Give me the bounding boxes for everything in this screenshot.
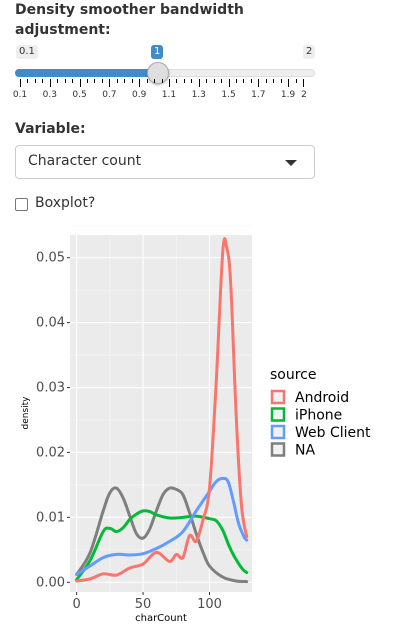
slider-major-tick (288, 79, 290, 87)
slider-minor-tick (27, 79, 29, 83)
legend-label: iPhone (295, 408, 342, 424)
slider-minor-tick (146, 79, 148, 83)
density-line-android (75, 237, 249, 583)
y-tick-label: 0.05 (36, 251, 65, 266)
slider-label: Density smoother bandwidth adjustment: (15, 2, 244, 38)
boxplot-checkbox[interactable] (15, 198, 28, 211)
x-tick-label: 100 (197, 597, 222, 612)
slider-minor-tick (250, 79, 252, 83)
density-line-iphone (75, 509, 249, 582)
legend-label: Android (295, 390, 349, 406)
slider-minor-tick (124, 79, 126, 83)
slider-minor-tick (101, 79, 103, 83)
plot-axes: 0.00 0.01 0.02 0.03 0.04 0.05 0 50 100 (36, 251, 222, 612)
slider-major-tick (49, 79, 51, 87)
y-tick-label: 0.00 (36, 575, 65, 590)
slider-tick-label: 0.9 (131, 90, 147, 100)
y-tick-label: 0.02 (36, 445, 65, 460)
slider-minor-tick (206, 79, 208, 83)
slider-tick-label: 0.3 (42, 90, 57, 100)
variable-selected-value: Character count (28, 153, 142, 169)
slider-minor-tick (176, 79, 178, 83)
slider-min-badge: 0.1 (16, 45, 38, 59)
slider-minor-tick (116, 79, 118, 83)
slider-minor-tick (265, 79, 267, 83)
slider-minor-tick (161, 79, 163, 83)
slider-tick-label: 1.7 (251, 90, 266, 100)
slider-minor-tick (295, 79, 297, 83)
slider-minor-tick (42, 79, 44, 83)
slider-tick-label: 0.7 (102, 90, 117, 100)
legend-label: Web Client (295, 425, 371, 441)
slider-tick-label: 0.1 (12, 90, 28, 100)
slider-minor-tick (94, 79, 96, 83)
slider-value-badge: 1 (151, 45, 164, 59)
x-tick-label: 0 (73, 597, 81, 612)
slider-minor-tick (87, 79, 89, 83)
slider-minor-tick (34, 79, 36, 83)
legend-title: source (270, 367, 317, 383)
slider-minor-tick (243, 79, 245, 83)
slider-tick-label: 1.5 (221, 90, 236, 100)
variable-label: Variable: (15, 121, 86, 137)
slider-minor-tick (183, 79, 185, 83)
slider-minor-tick (72, 79, 74, 83)
legend-key (270, 424, 286, 440)
density-line-web-client (75, 476, 249, 576)
legend-key (270, 442, 286, 457)
slider-major-tick (303, 79, 304, 87)
y-axis-title: density (21, 396, 31, 430)
slider-minor-tick (235, 79, 237, 83)
slider-major-tick (258, 79, 260, 87)
x-axis-title: charCount (135, 613, 187, 624)
boxplot-label[interactable]: Boxplot? (35, 195, 96, 211)
slider-tick-label: 0.5 (72, 90, 87, 100)
slider-minor-tick (280, 79, 282, 83)
slider-minor-tick (221, 79, 223, 83)
slider-minor-tick (273, 79, 275, 83)
slider-fill (15, 69, 158, 77)
slider-major-tick (139, 79, 141, 87)
slider-major-tick (228, 79, 230, 87)
density-line-na (75, 486, 249, 584)
slider-tick-label: 1.1 (161, 90, 177, 100)
legend-key (270, 389, 286, 405)
slider-major-tick (109, 79, 111, 87)
slider-minor-tick (131, 79, 133, 83)
legend-key (270, 407, 286, 422)
y-tick-label: 0.01 (36, 510, 65, 525)
slider-major-tick (198, 79, 200, 87)
slider-major-tick (168, 79, 170, 87)
chevron-down-icon (285, 160, 297, 166)
y-tick-label: 0.03 (36, 381, 65, 396)
y-tick-label: 0.04 (36, 316, 65, 331)
slider-tick-label: 2 (301, 90, 307, 100)
slider-minor-tick (57, 79, 59, 83)
slider-tick-label: 1.3 (191, 90, 206, 100)
variable-select[interactable]: Character count (15, 145, 315, 179)
legend-label: NA (295, 443, 315, 459)
slider-minor-tick (64, 79, 66, 83)
slider-minor-tick (191, 79, 193, 83)
slider-major-tick (20, 79, 21, 87)
slider-max-badge: 2 (303, 45, 316, 59)
slider-minor-tick (154, 79, 156, 83)
slider-handle[interactable] (147, 62, 169, 84)
slider-tick-label: 1.9 (280, 90, 296, 100)
density-plot: 0.00 0.01 0.02 0.03 0.04 0.05 0 50 100 charCount… (21, 225, 371, 624)
plot-curves (75, 237, 249, 584)
slider-minor-tick (213, 79, 215, 83)
slider-major-tick (79, 79, 81, 87)
x-tick-label: 50 (135, 597, 152, 612)
